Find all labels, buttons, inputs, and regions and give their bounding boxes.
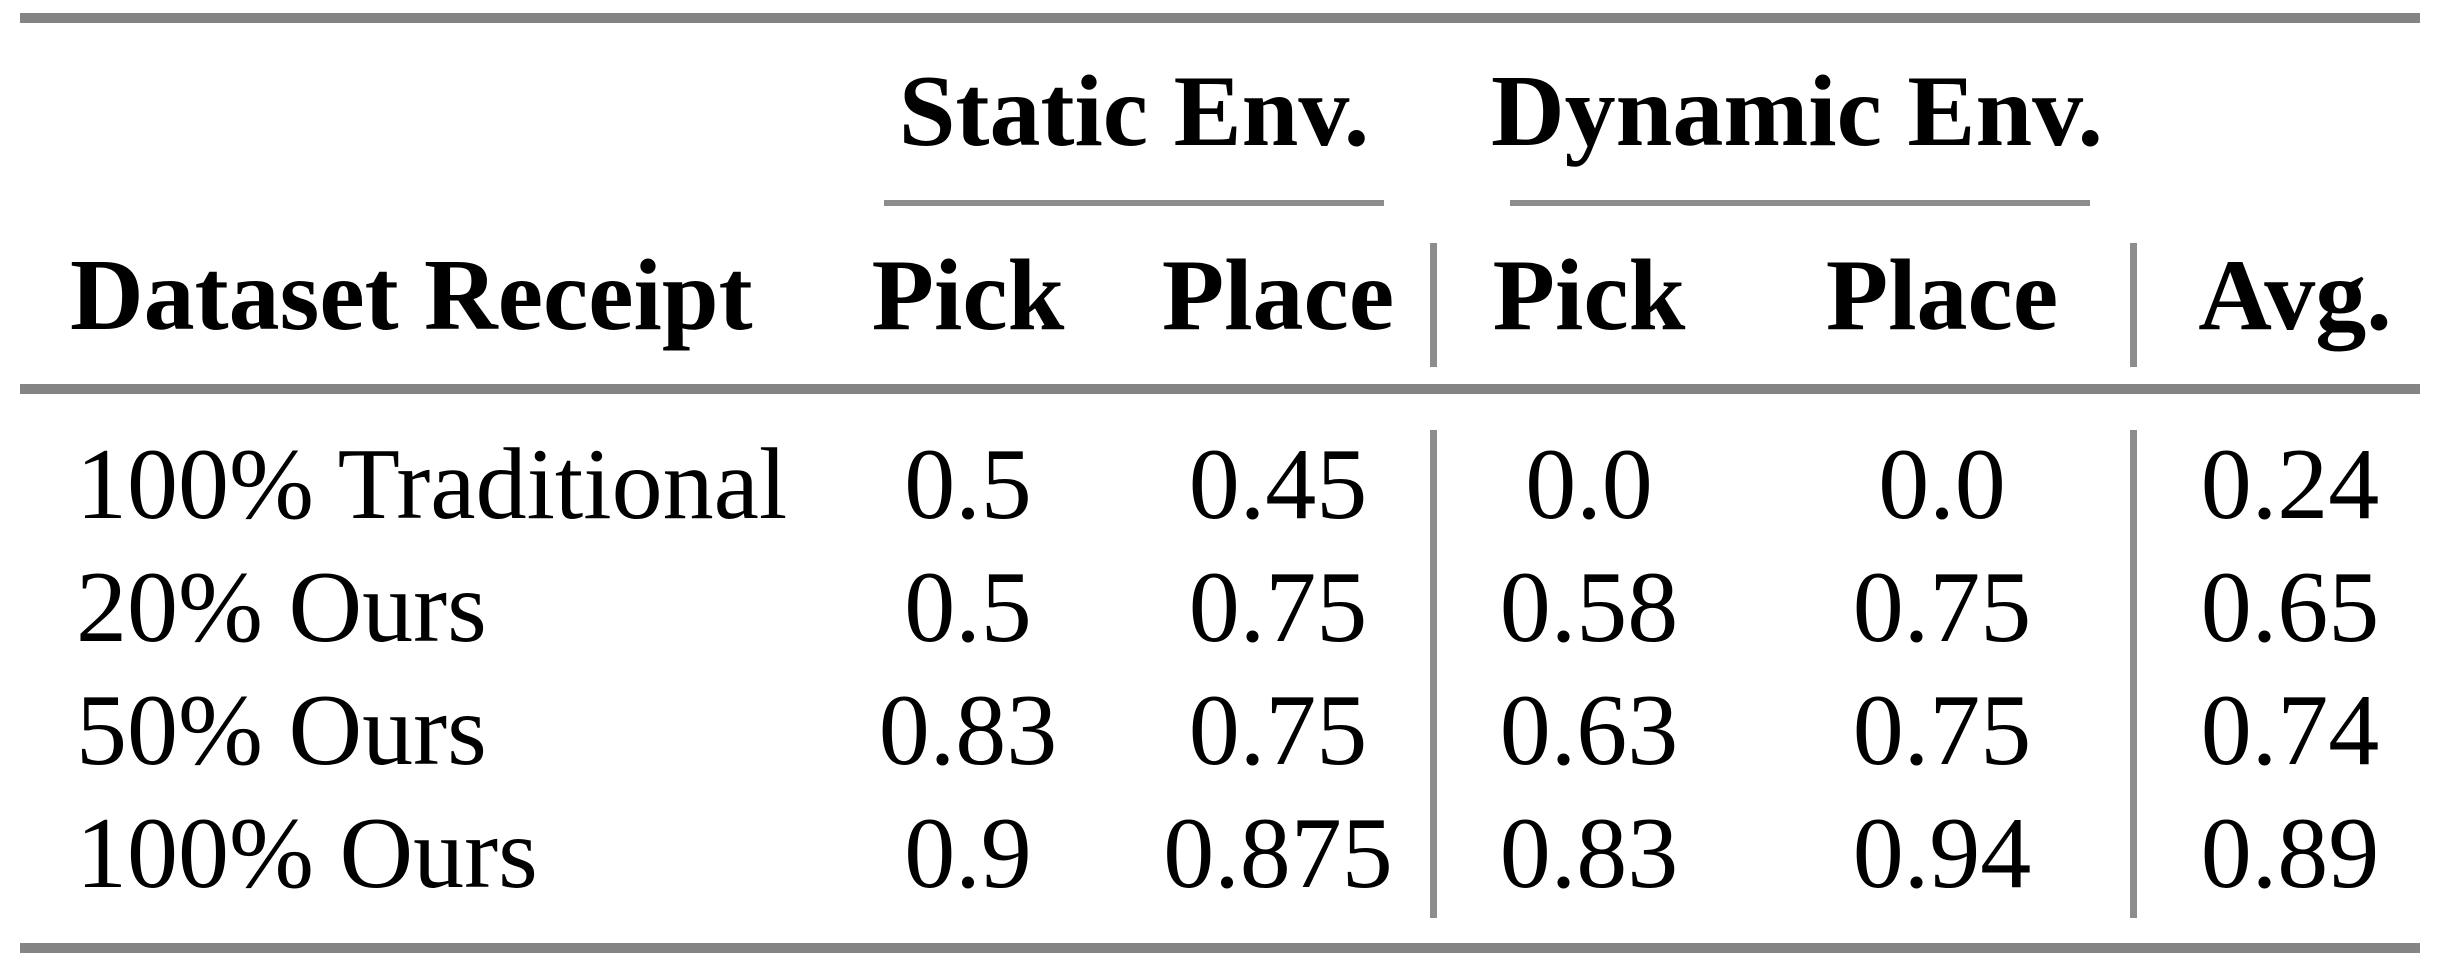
row-label: 100% Traditional xyxy=(76,428,788,541)
cell-static-pick: 0.9 xyxy=(904,797,1032,910)
column-header-dynamic-pick: Pick xyxy=(1492,239,1686,352)
column-header-avg: Avg. xyxy=(2198,239,2392,352)
row-label: 100% Ours xyxy=(76,797,538,910)
bottom-rule xyxy=(20,943,2420,953)
cell-dynamic-pick: 0.63 xyxy=(1499,674,1679,787)
cell-static-place: 0.45 xyxy=(1188,428,1368,541)
cell-dynamic-pick: 0.83 xyxy=(1499,797,1679,910)
cell-static-place: 0.75 xyxy=(1188,551,1368,664)
column-header-dynamic-place: Place xyxy=(1825,239,2059,352)
cell-dynamic-place: 0.75 xyxy=(1852,551,2032,664)
group-header-static-env: Static Env. xyxy=(898,55,1370,168)
dynamic-env-cmidrule xyxy=(1510,200,2090,206)
column-header-static-pick: Pick xyxy=(871,239,1065,352)
cell-avg: 0.89 xyxy=(2200,797,2380,910)
cell-static-pick: 0.5 xyxy=(904,551,1032,664)
row-label: 20% Ours xyxy=(76,551,487,664)
static-env-cmidrule xyxy=(884,200,1384,206)
divider-dynamic-avg-lower xyxy=(2130,430,2137,918)
divider-dynamic-avg-upper xyxy=(2130,243,2137,367)
cell-dynamic-place: 0.75 xyxy=(1852,674,2032,787)
top-rule xyxy=(20,13,2420,23)
column-header-dataset-receipt: Dataset Receipt xyxy=(70,239,753,352)
cell-static-place: 0.875 xyxy=(1163,797,1393,910)
cell-dynamic-pick: 0.58 xyxy=(1499,551,1679,664)
cell-dynamic-pick: 0.0 xyxy=(1525,428,1653,541)
cell-dynamic-place: 0.0 xyxy=(1878,428,2006,541)
cell-avg: 0.74 xyxy=(2200,674,2380,787)
cell-static-place: 0.75 xyxy=(1188,674,1368,787)
cell-static-pick: 0.83 xyxy=(878,674,1058,787)
row-label: 50% Ours xyxy=(76,674,487,787)
cell-avg: 0.65 xyxy=(2200,551,2380,664)
group-header-dynamic-env: Dynamic Env. xyxy=(1490,55,2104,168)
cell-static-pick: 0.5 xyxy=(904,428,1032,541)
divider-static-dynamic-upper xyxy=(1430,243,1437,367)
divider-static-dynamic-lower xyxy=(1430,430,1437,918)
column-header-static-place: Place xyxy=(1161,239,1395,352)
header-rule xyxy=(20,384,2420,394)
cell-avg: 0.24 xyxy=(2200,428,2380,541)
cell-dynamic-place: 0.94 xyxy=(1852,797,2032,910)
